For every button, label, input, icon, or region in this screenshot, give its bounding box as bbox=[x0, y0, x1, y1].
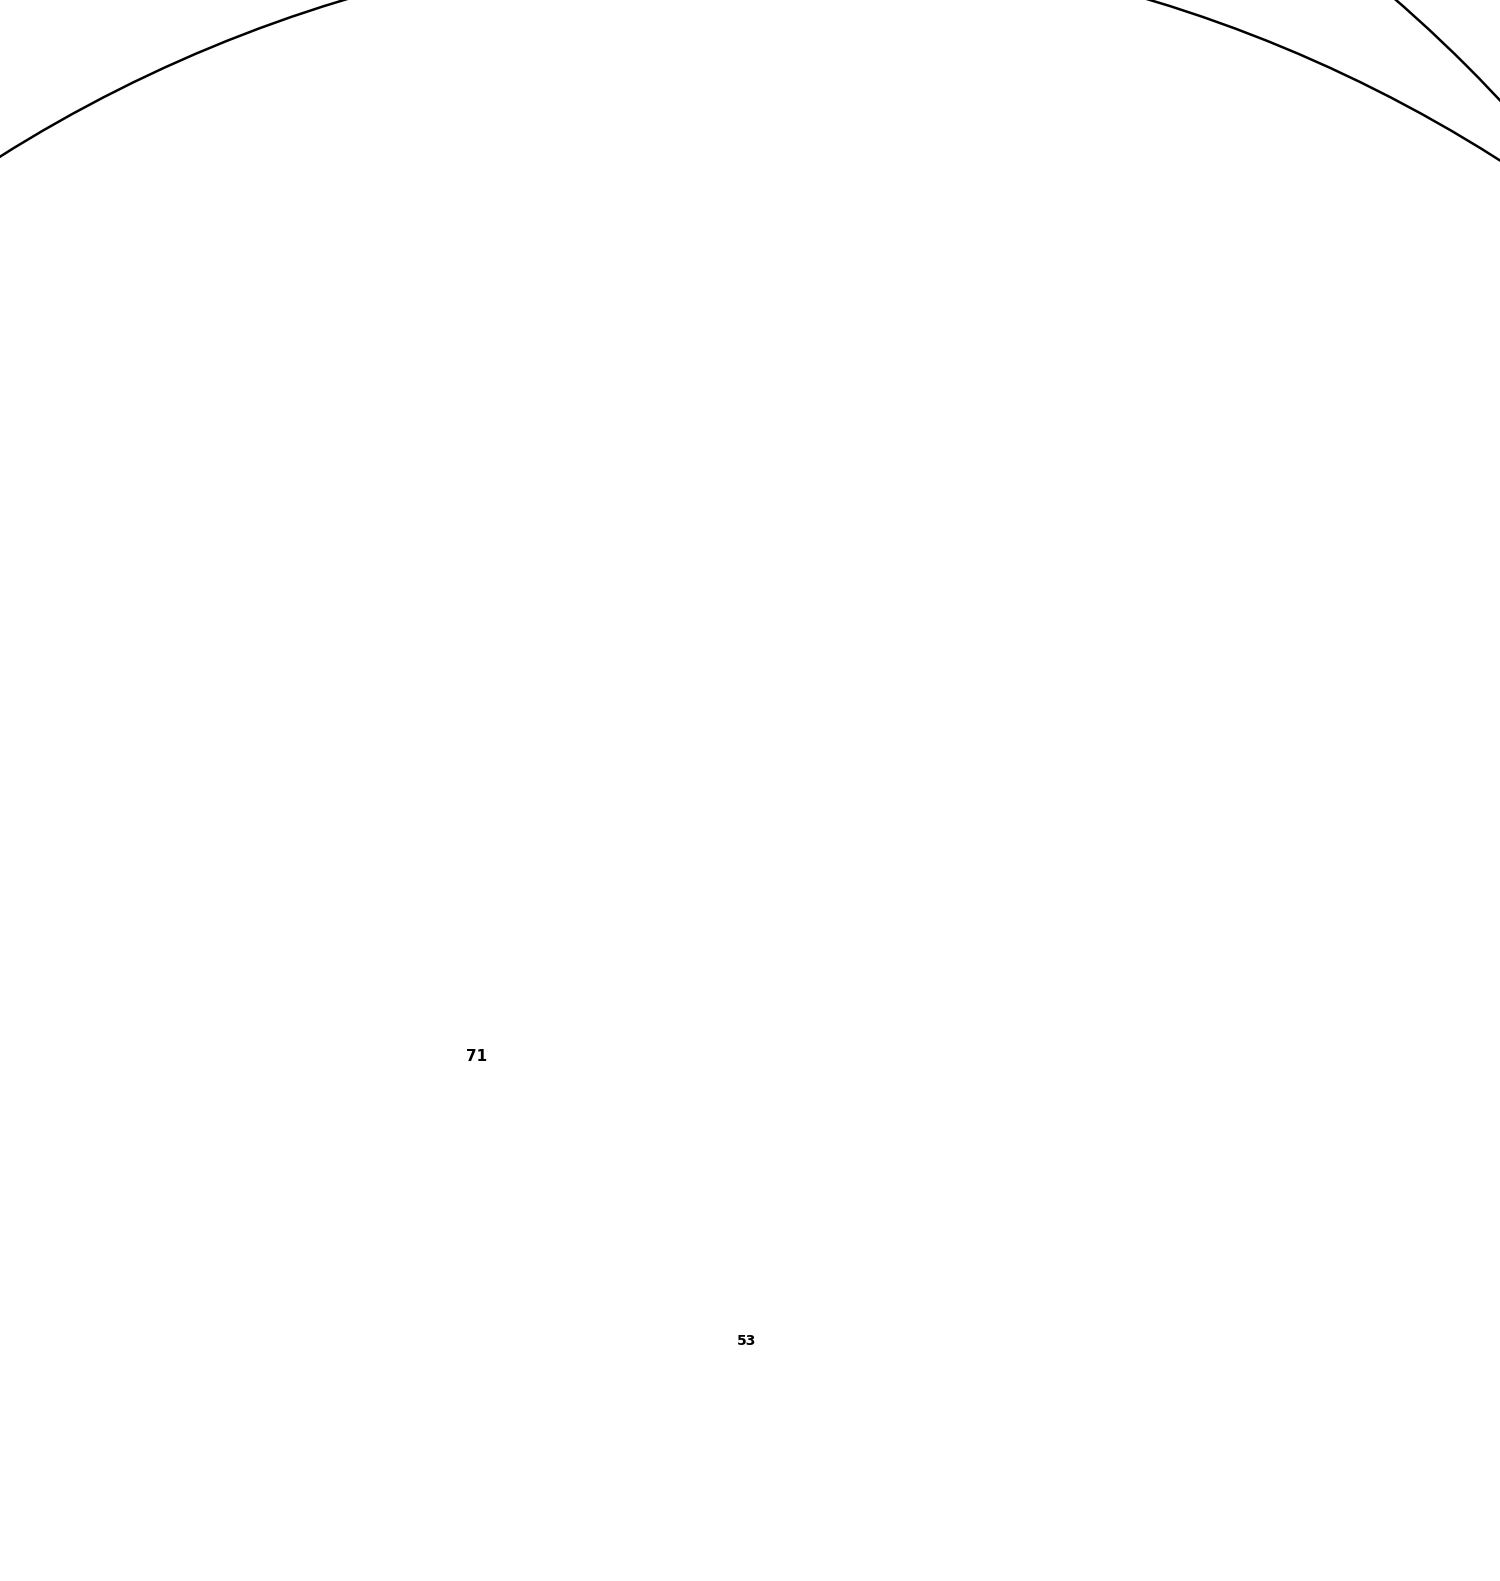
Circle shape bbox=[0, 661, 423, 1262]
Ellipse shape bbox=[1170, 130, 1268, 193]
Circle shape bbox=[0, 0, 1173, 1581]
Ellipse shape bbox=[148, 1119, 296, 1290]
Text: 68: 68 bbox=[363, 977, 381, 990]
Text: 25: 25 bbox=[124, 1013, 140, 1026]
Text: 34: 34 bbox=[48, 942, 66, 955]
Text: 49: 49 bbox=[686, 1309, 700, 1322]
Text: 55: 55 bbox=[1154, 544, 1172, 557]
Text: 91: 91 bbox=[663, 1145, 681, 1157]
Ellipse shape bbox=[1196, 147, 1240, 175]
Circle shape bbox=[0, 24, 882, 1225]
Circle shape bbox=[824, 672, 1500, 1472]
Circle shape bbox=[504, 651, 1304, 1451]
Circle shape bbox=[795, 740, 1500, 1581]
Circle shape bbox=[0, 0, 1017, 1173]
Text: 56: 56 bbox=[1221, 239, 1239, 251]
Circle shape bbox=[0, 624, 462, 1225]
Circle shape bbox=[664, 889, 1466, 1581]
Text: 94: 94 bbox=[950, 1113, 964, 1126]
Circle shape bbox=[562, 0, 1500, 1483]
Text: 82: 82 bbox=[1348, 508, 1366, 520]
Text: 96: 96 bbox=[994, 1092, 1010, 1105]
Circle shape bbox=[346, 0, 1148, 740]
Ellipse shape bbox=[604, 1344, 692, 1445]
Circle shape bbox=[0, 0, 1173, 1124]
Text: 50: 50 bbox=[740, 1255, 754, 1268]
Text: 71: 71 bbox=[466, 1048, 488, 1064]
Text: 79: 79 bbox=[254, 131, 272, 147]
Text: 86: 86 bbox=[320, 734, 334, 746]
Text: 2: 2 bbox=[460, 207, 470, 220]
Text: 66: 66 bbox=[348, 1160, 366, 1173]
Text: 23: 23 bbox=[114, 930, 132, 942]
Text: 87: 87 bbox=[1035, 1262, 1050, 1274]
Text: 63: 63 bbox=[268, 1029, 286, 1042]
Text: 38: 38 bbox=[1248, 291, 1266, 304]
Polygon shape bbox=[862, 866, 927, 1009]
Circle shape bbox=[132, 609, 933, 1409]
Ellipse shape bbox=[1168, 511, 1202, 533]
Polygon shape bbox=[1088, 285, 1342, 392]
Text: 70: 70 bbox=[1311, 270, 1329, 283]
Ellipse shape bbox=[334, 789, 410, 887]
Ellipse shape bbox=[742, 857, 1388, 1246]
Polygon shape bbox=[870, 87, 915, 150]
Circle shape bbox=[242, 134, 1042, 934]
Ellipse shape bbox=[999, 1010, 1131, 1092]
Circle shape bbox=[46, 609, 847, 1409]
Polygon shape bbox=[728, 266, 777, 300]
Text: 97: 97 bbox=[1084, 1350, 1100, 1363]
Polygon shape bbox=[308, 977, 558, 1047]
Text: 5: 5 bbox=[730, 207, 740, 220]
Circle shape bbox=[0, 98, 752, 1097]
Text: 2: 2 bbox=[663, 239, 672, 251]
Circle shape bbox=[292, 0, 1500, 1488]
Text: 22: 22 bbox=[536, 677, 550, 689]
Text: 22: 22 bbox=[1180, 1192, 1196, 1205]
Text: 65: 65 bbox=[330, 982, 345, 994]
Text: 8: 8 bbox=[408, 386, 417, 398]
Ellipse shape bbox=[84, 760, 261, 963]
Text: 19: 19 bbox=[966, 844, 984, 857]
Text: 92: 92 bbox=[950, 907, 964, 920]
Text: Steel Chute: Steel Chute bbox=[99, 1100, 189, 1113]
Text: 76: 76 bbox=[444, 307, 462, 319]
Text: Page design © 2004-2017 by ARI Network Services, Inc.: Page design © 2004-2017 by ARI Network S… bbox=[573, 1530, 926, 1543]
Text: 20: 20 bbox=[828, 860, 846, 873]
Text: 90: 90 bbox=[513, 844, 531, 857]
Text: ARI: ARI bbox=[458, 642, 1042, 939]
Text: 33: 33 bbox=[1024, 1282, 1039, 1295]
Circle shape bbox=[177, 0, 978, 760]
Polygon shape bbox=[442, 866, 922, 1012]
Polygon shape bbox=[1377, 730, 1422, 787]
Text: 30: 30 bbox=[1455, 1271, 1470, 1284]
Text: 35: 35 bbox=[48, 1018, 66, 1031]
Text: 95: 95 bbox=[934, 1092, 950, 1105]
Text: 47: 47 bbox=[640, 1356, 656, 1369]
Polygon shape bbox=[998, 79, 1050, 174]
Circle shape bbox=[188, 141, 988, 941]
Text: 26: 26 bbox=[165, 971, 180, 983]
Text: 17: 17 bbox=[663, 860, 681, 873]
Bar bbox=[758, 19, 1162, 243]
Text: 36: 36 bbox=[1059, 436, 1077, 449]
Text: 81: 81 bbox=[1359, 670, 1377, 683]
Circle shape bbox=[292, 0, 1094, 740]
Text: 2: 2 bbox=[543, 297, 552, 310]
Text: 11: 11 bbox=[603, 528, 621, 541]
Text: 77: 77 bbox=[658, 119, 676, 134]
Polygon shape bbox=[1377, 538, 1413, 756]
Circle shape bbox=[742, 0, 1500, 1119]
Text: 62: 62 bbox=[364, 1176, 380, 1189]
Circle shape bbox=[546, 721, 1346, 1521]
Text: 58: 58 bbox=[144, 1198, 162, 1211]
Text: 1: 1 bbox=[513, 119, 522, 134]
Circle shape bbox=[0, 335, 882, 1537]
Polygon shape bbox=[837, 87, 862, 166]
Text: 88: 88 bbox=[273, 887, 291, 900]
Text: 48: 48 bbox=[334, 1176, 350, 1189]
Circle shape bbox=[795, 809, 1500, 1581]
